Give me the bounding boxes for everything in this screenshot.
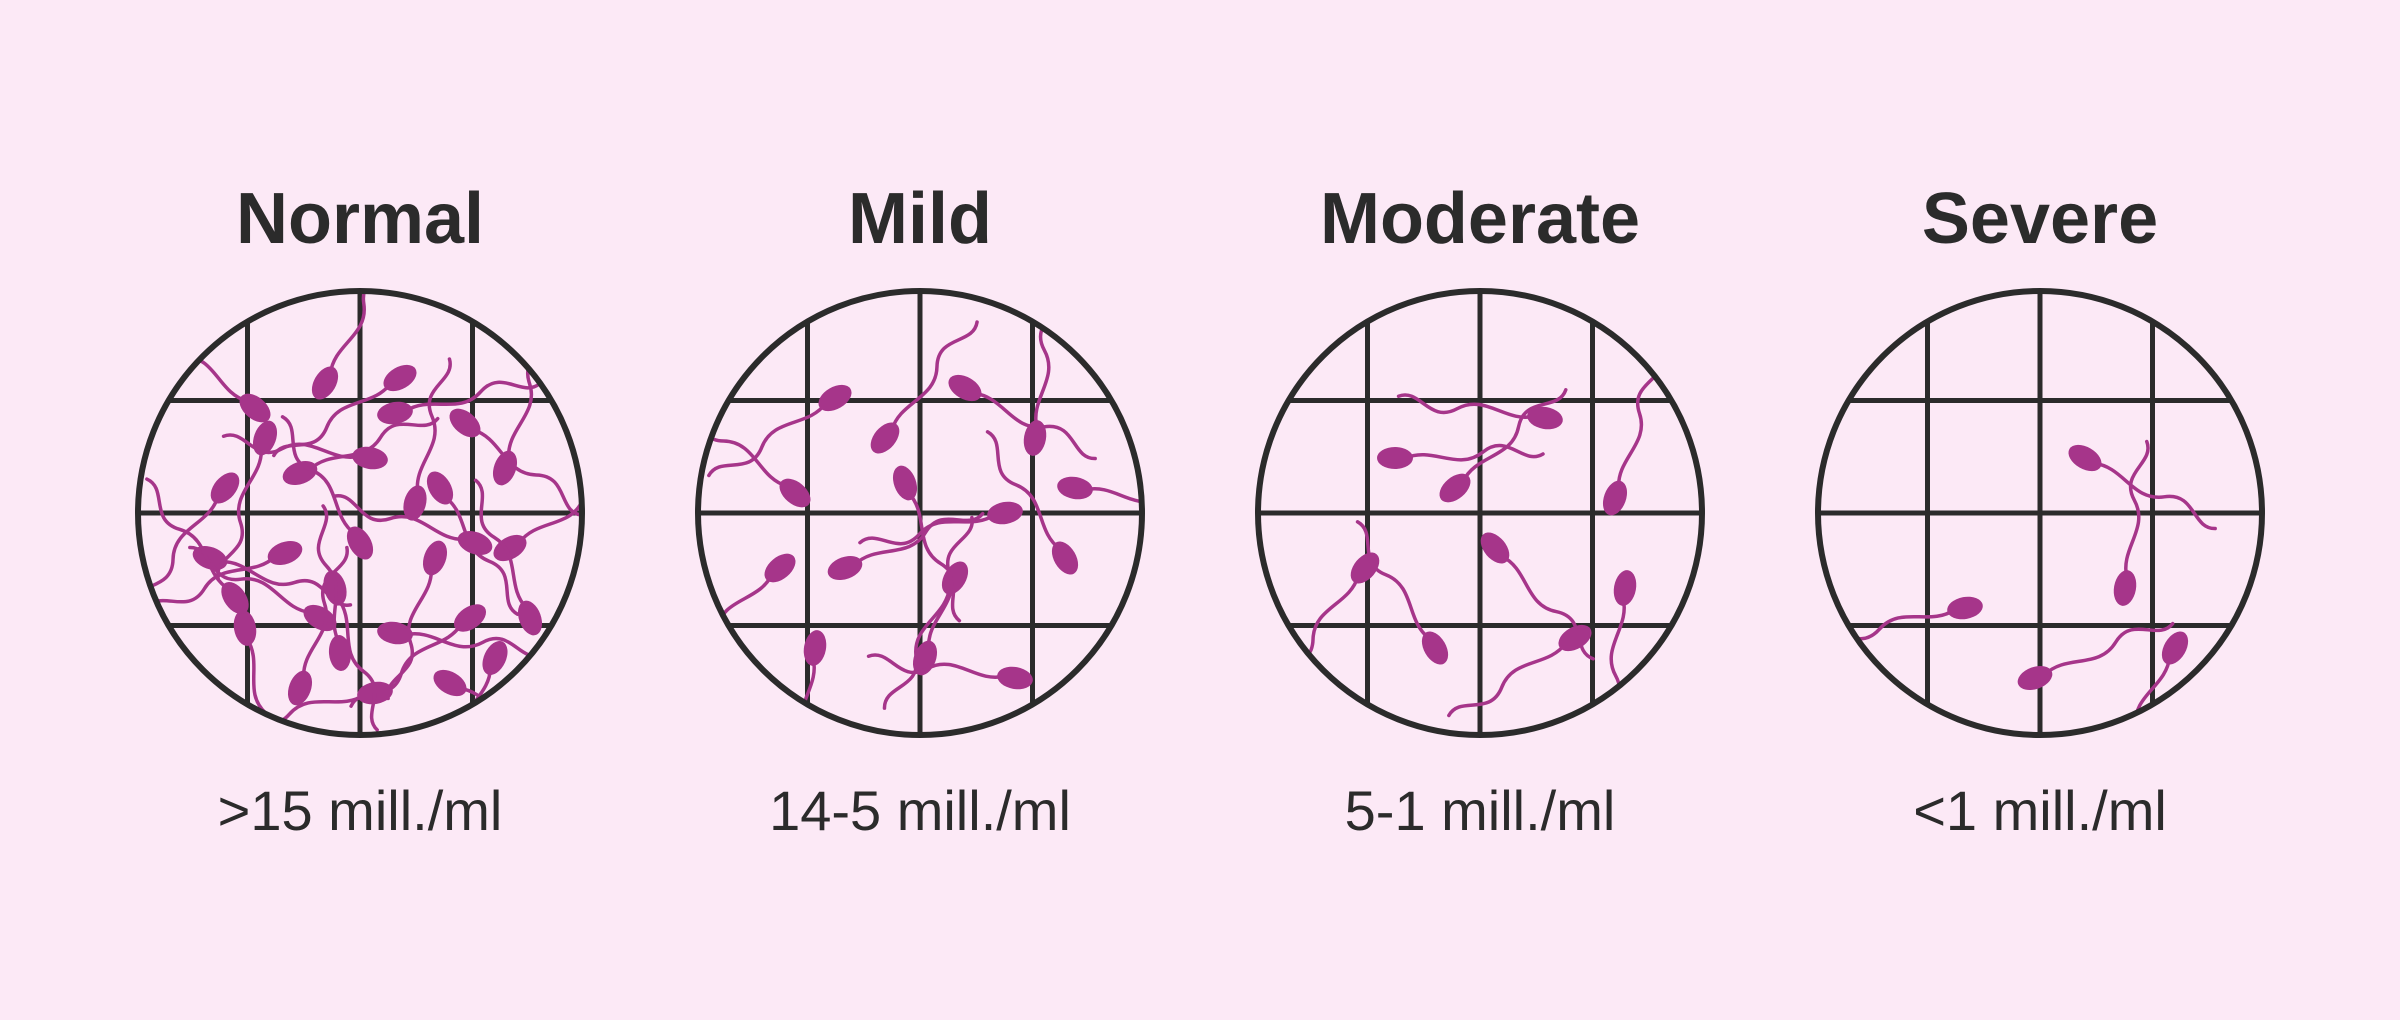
panel-title: Moderate — [1320, 178, 1640, 260]
microscope-field — [135, 288, 585, 738]
panel-caption: >15 mill./ml — [218, 778, 503, 843]
panel-mild: Mild — [695, 178, 1145, 843]
panel-caption: 5-1 mill./ml — [1345, 778, 1616, 843]
microscope-field — [1815, 288, 2265, 738]
panel-moderate: Moderate — [1255, 178, 1705, 843]
panel-severe: Severe — [1815, 178, 2265, 843]
panel-normal: Normal — [135, 178, 585, 843]
panel-caption: 14-5 mill./ml — [769, 778, 1071, 843]
diagram-page: Normal — [0, 0, 2400, 1020]
microscope-field — [1255, 288, 1705, 738]
panel-row: Normal — [55, 178, 2345, 843]
panel-title: Severe — [1922, 178, 2158, 260]
panel-title: Normal — [236, 178, 484, 260]
microscope-field — [695, 288, 1145, 738]
panel-caption: <1 mill./ml — [1913, 778, 2167, 843]
panel-title: Mild — [848, 178, 992, 260]
